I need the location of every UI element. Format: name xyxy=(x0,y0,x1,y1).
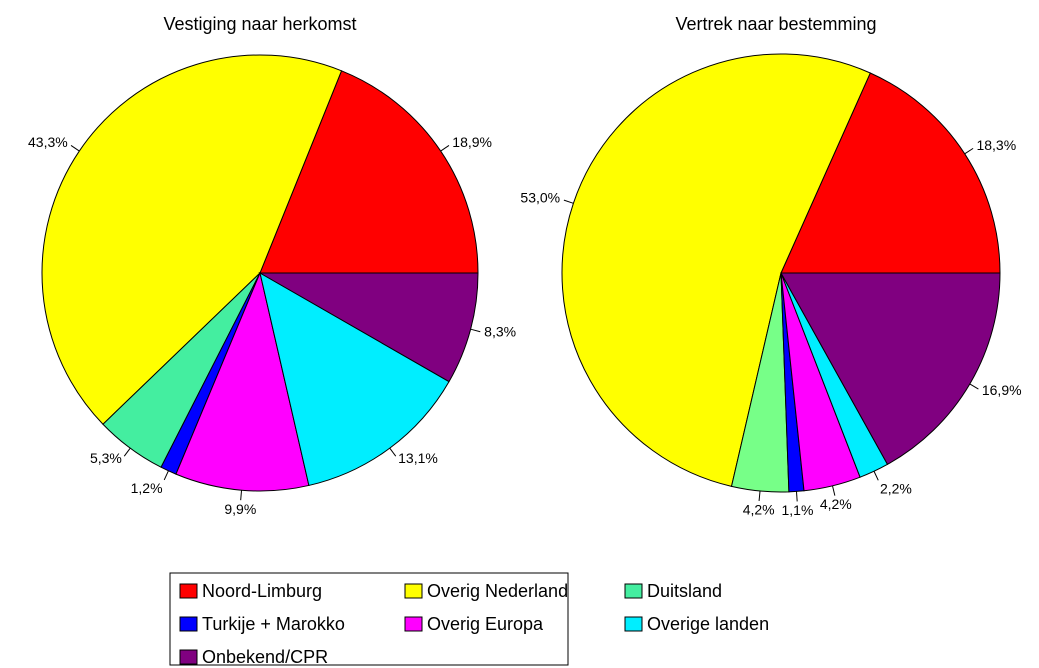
leader-line xyxy=(389,447,397,457)
legend-label: Onbekend/CPR xyxy=(202,647,328,667)
leader-line xyxy=(70,145,80,152)
legend-label: Noord-Limburg xyxy=(202,581,322,601)
leader-line xyxy=(873,471,879,481)
leader-line xyxy=(795,491,798,502)
data-label: 2,2% xyxy=(880,481,912,497)
data-label: 18,3% xyxy=(976,137,1016,153)
pie-slice xyxy=(259,70,479,274)
legend-swatch xyxy=(179,649,198,665)
pie-slice xyxy=(561,53,871,487)
leader-line xyxy=(440,145,450,152)
data-label: 1,2% xyxy=(131,480,163,496)
legend-label: Duitsland xyxy=(647,581,722,601)
legend-label: Overig Europa xyxy=(427,614,544,634)
leader-line xyxy=(163,470,169,481)
data-label: 16,9% xyxy=(982,382,1022,398)
legend-swatch xyxy=(404,583,423,599)
leader-line xyxy=(969,383,979,390)
leader-line xyxy=(832,485,836,496)
pie-slice xyxy=(259,271,450,487)
legend-swatch xyxy=(179,583,198,599)
leader-line xyxy=(470,328,481,333)
pie-slice xyxy=(258,272,479,383)
legend-box xyxy=(169,572,569,666)
data-label: 5,3% xyxy=(90,450,122,466)
legend-label: Overig Nederland xyxy=(427,581,568,601)
data-label: 1,1% xyxy=(782,502,814,518)
data-label: 8,3% xyxy=(484,324,516,340)
legend-label: Turkije + Marokko xyxy=(202,614,345,634)
data-label: 4,2% xyxy=(743,502,775,518)
legend-swatch xyxy=(404,616,423,632)
data-label: 13,1% xyxy=(398,450,438,466)
pie-slice xyxy=(41,54,343,425)
pie-slice xyxy=(780,72,1001,274)
legend-swatch xyxy=(179,616,198,632)
data-label: 43,3% xyxy=(28,134,68,150)
chart-title: Vertrek naar bestemming xyxy=(675,14,876,34)
data-label: 53,0% xyxy=(520,190,560,206)
data-label: 9,9% xyxy=(224,501,256,517)
leader-line xyxy=(758,490,761,501)
leader-line xyxy=(964,147,974,155)
leader-line xyxy=(563,199,574,204)
chart-title: Vestiging naar herkomst xyxy=(163,14,356,34)
legend-label: Overige landen xyxy=(647,614,769,634)
data-label: 4,2% xyxy=(820,496,852,512)
legend-swatch xyxy=(624,616,643,632)
data-label: 18,9% xyxy=(452,134,492,150)
pie-slice xyxy=(780,272,1001,466)
leader-line xyxy=(240,490,243,501)
leader-line xyxy=(123,447,131,457)
legend-swatch xyxy=(624,583,643,599)
